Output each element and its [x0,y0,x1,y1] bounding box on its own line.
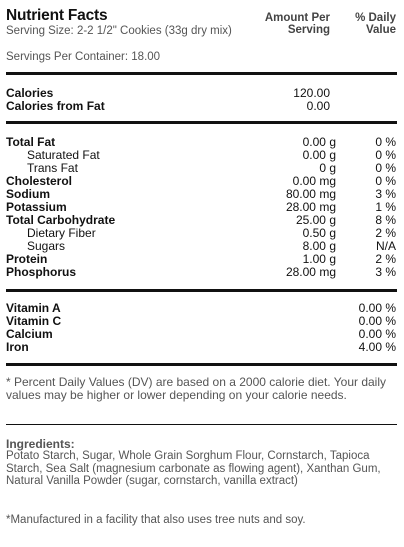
nutrient-label: Vitamin A [6,301,61,315]
nutrient-label: Dietary Fiber [27,226,96,240]
nutrient-daily-value: 0 % [375,135,396,149]
nutrient-amount: 8.00 g [302,239,336,253]
nutrient-amount: 1.00 g [302,252,336,266]
nutrient-label: Calories from Fat [6,99,105,113]
vitamin-row: Iron 4.00 % [6,341,396,354]
manufacturing-note: *Manufactured in a facility that also us… [6,514,306,526]
nutrient-amount: 120.00 [293,86,330,100]
nutrient-amount: 80.00 mg [285,187,336,201]
nutrient-row: Dietary Fiber 0.50 g 2 % [6,227,396,240]
calories-row: Calories 120.00 [6,87,396,100]
nutrient-amount: 25.00 g [295,213,336,227]
nutrient-label: Iron [6,340,29,354]
nutrient-daily-value: 3 % [375,265,396,279]
column-header-amount: Amount Per Serving [264,12,330,36]
label-title: Nutrient Facts [6,7,108,24]
nutrient-label: Calories [6,86,54,100]
vitamin-row: Vitamin A 0.00 % [6,302,396,315]
nutrient-amount: 0.50 g [302,226,336,240]
vitamin-row: Calcium 0.00 % [6,328,396,341]
nutrient-label: Trans Fat [27,161,78,175]
nutrient-row: Cholesterol 0.00 mg 0 % [6,175,396,188]
column-header-daily-value: % Daily Value [355,12,396,36]
nutrient-daily-value: 3 % [375,187,396,201]
nutrient-row: Trans Fat 0 g 0 % [6,162,396,175]
nutrient-row: Sodium 80.00 mg 3 % [6,188,396,201]
nutrient-daily-value: 8 % [375,213,396,227]
nutrient-label: Calcium [6,327,53,341]
nutrient-daily-value: 0 % [375,161,396,175]
nutrient-row: Phosphorus 28.00 mg 3 % [6,266,396,279]
nutrient-daily-value: 2 % [375,252,396,266]
nutrient-amount: 0.00 g [302,135,336,149]
nutrient-row: Total Carbohydrate 25.00 g 8 % [6,214,396,227]
nutrient-label: Sodium [6,187,50,201]
daily-value-footnote: * Percent Daily Values (DV) are based on… [6,375,386,402]
nutrient-amount: 28.00 mg [285,200,336,214]
divider [6,72,397,75]
nutrient-label: Phosphorus [6,265,77,279]
divider [6,363,397,366]
divider [6,289,397,292]
nutrient-daily-value: 4.00 % [358,340,396,354]
nutrient-daily-value: 0 % [375,148,396,162]
ingredients-heading: Ingredients: [6,437,75,451]
nutrient-daily-value: 0.00 % [358,301,396,315]
nutrient-amount: 0.00 mg [292,174,336,188]
nutrient-label: Protein [6,252,48,266]
nutrient-label: Sugars [27,239,66,253]
nutrient-daily-value: 0 % [375,174,396,188]
nutrient-label: Potassium [6,200,67,214]
nutrient-daily-value: 2 % [375,226,396,240]
divider [6,424,397,425]
nutrient-daily-value: N/A [375,239,396,253]
nutrient-row: Total Fat 0.00 g 0 % [6,136,396,149]
calories-row: Calories from Fat 0.00 [6,100,396,113]
serving-size: Serving Size: 2-2 1/2" Cookies (33g dry … [6,25,232,37]
nutrient-label: Vitamin C [6,314,62,328]
nutrient-amount: 28.00 mg [285,265,336,279]
nutrient-amount: 0.00 [306,99,330,113]
nutrient-amount: 0.00 g [302,148,336,162]
nutrient-row: Protein 1.00 g 2 % [6,253,396,266]
nutrient-row: Potassium 28.00 mg 1 % [6,201,396,214]
nutrient-row: Saturated Fat 0.00 g 0 % [6,149,396,162]
nutrient-label: Cholesterol [6,174,73,188]
nutrient-row: Sugars 8.00 g N/A [6,240,396,253]
servings-per-container: Servings Per Container: 18.00 [6,51,161,63]
nutrient-daily-value: 0.00 % [358,314,396,328]
nutrient-amount: 0 g [319,161,336,175]
nutrient-label: Total Carbohydrate [6,213,116,227]
nutrient-daily-value: 0.00 % [358,327,396,341]
divider [6,121,397,124]
nutrient-daily-value: 1 % [375,200,396,214]
vitamin-row: Vitamin C 0.00 % [6,315,396,328]
ingredients-text: Potato Starch, Sugar, Whole Grain Sorghu… [6,450,381,487]
nutrient-label: Saturated Fat [27,148,100,162]
nutrient-label: Total Fat [6,135,56,149]
